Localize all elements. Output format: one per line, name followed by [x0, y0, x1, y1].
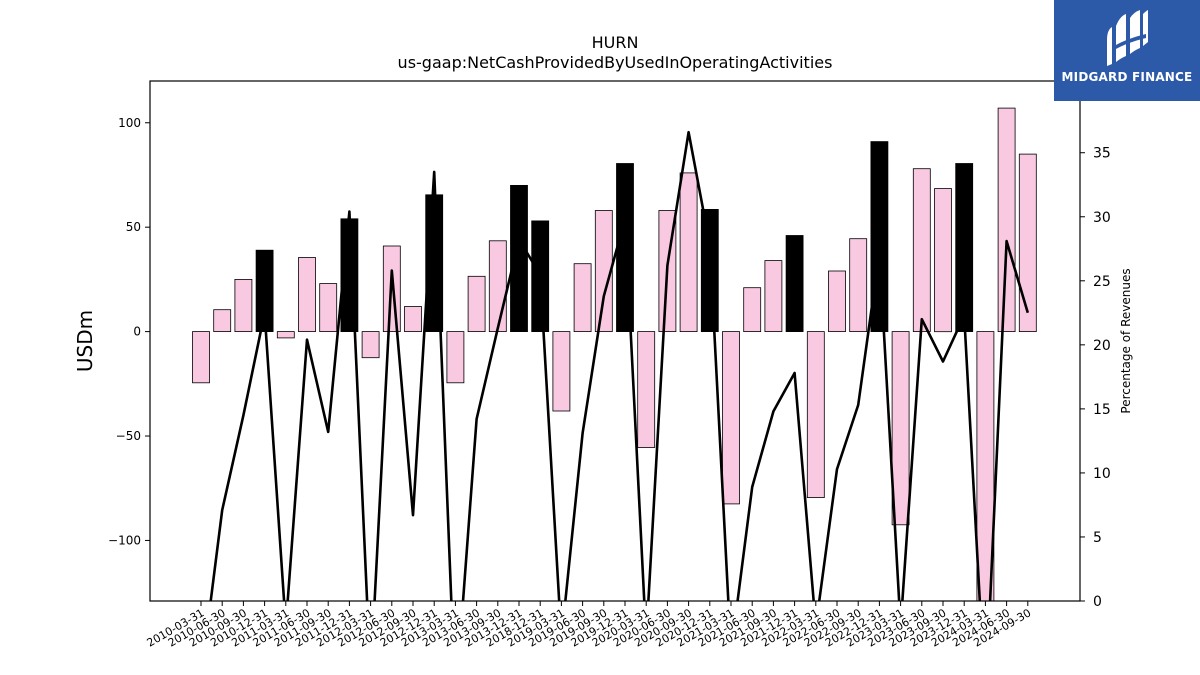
right-tick-label: 20: [1093, 338, 1111, 354]
bar-2013-12-31: [510, 184, 528, 332]
bar-2011-09-30: [319, 283, 338, 333]
bar-2024-09-30: [1018, 153, 1037, 333]
bar-2022-03-31: [806, 331, 825, 499]
bar-2023-06-30: [912, 168, 931, 332]
left-tick-label: 50: [126, 220, 141, 234]
y2-axis-label: Percentage of Revenues: [1119, 268, 1133, 413]
bar-2011-03-31: [276, 331, 295, 339]
bar-2023-12-31: [955, 163, 974, 333]
plot-border: [149, 80, 1081, 602]
x-axis-ticks: 2010-03-312010-06-302010-09-302010-12-31…: [145, 601, 1033, 650]
line-group: [209, 130, 1030, 601]
bar-2020-03-31: [637, 331, 656, 448]
bar-2022-09-30: [849, 238, 868, 332]
bar-2019-03-31: [552, 331, 571, 412]
right-tick-label: 30: [1093, 210, 1111, 226]
bar-2019-06-30: [573, 263, 592, 333]
bar-2020-09-30: [679, 172, 698, 332]
bar-2024-03-31: [976, 331, 995, 601]
right-tick-label: 5: [1093, 530, 1102, 546]
bar-2021-09-30: [764, 260, 783, 333]
bar-2024-06-30: [997, 107, 1016, 332]
series-line-percentage: [209, 130, 1030, 601]
bar-2010-06-30: [213, 309, 232, 333]
left-tick-label: 100: [118, 116, 141, 130]
right-axis-ticks: 0 5 10 15 20 25 30 35: [1080, 146, 1111, 610]
left-tick-label: −50: [116, 429, 141, 443]
bar-2019-12-31: [616, 163, 634, 333]
bar-2011-06-30: [298, 257, 316, 332]
bar-2010-09-30: [234, 278, 253, 332]
bar-2022-06-30: [828, 270, 846, 332]
bars-group: [192, 107, 1037, 601]
left-axis-ticks: 100 50 0 −50 −100: [108, 116, 150, 547]
bar-2023-03-31: [891, 331, 910, 526]
logo-text: MIDGARD FINANCE: [1061, 70, 1193, 84]
bar-2013-06-30: [467, 275, 486, 332]
right-tick-label: 25: [1093, 274, 1111, 290]
bar-2012-09-30: [404, 306, 422, 333]
bar-2021-06-30: [743, 287, 762, 333]
left-tick-label: −100: [108, 533, 141, 547]
brand-logo: MIDGARD FINANCE: [1054, 0, 1200, 101]
bar-2019-09-30: [594, 210, 613, 332]
bar-2013-09-30: [488, 240, 507, 333]
bar-2013-03-31: [446, 331, 465, 384]
right-tick-label: 10: [1093, 466, 1111, 482]
bar-2021-03-31: [722, 331, 740, 505]
bar-2021-12-31: [785, 235, 804, 332]
right-tick-label: 35: [1093, 146, 1111, 162]
plot-frame: [149, 80, 1081, 602]
right-tick-label: 15: [1093, 402, 1111, 418]
right-tick-label: 0: [1093, 594, 1102, 610]
bar-2012-03-31: [361, 331, 380, 359]
left-tick-label: 0: [133, 325, 141, 339]
y-axis-label: USDm: [73, 310, 97, 372]
midgard-logo-icon: [1107, 10, 1148, 66]
bar-2010-03-31: [192, 331, 210, 384]
chart-title: HURN: [591, 33, 639, 52]
bar-2020-12-31: [700, 208, 719, 332]
chart-subtitle: us-gaap:NetCashProvidedByUsedInOperating…: [397, 53, 833, 72]
bar-2023-09-30: [934, 188, 952, 333]
